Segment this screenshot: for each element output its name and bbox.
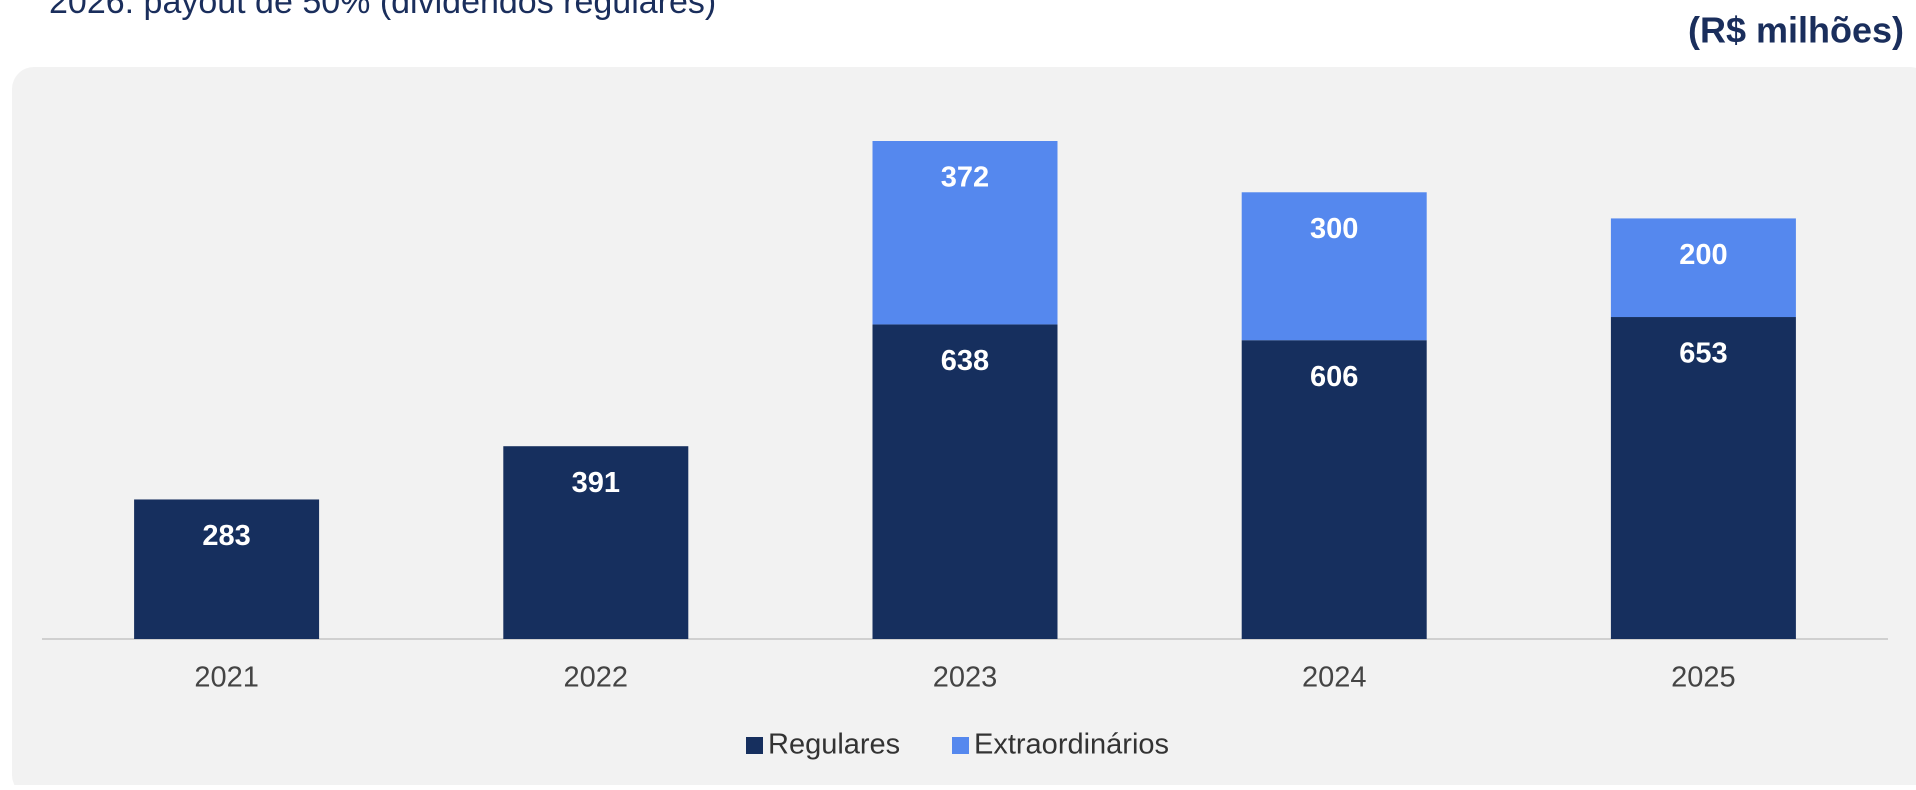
bar-segment [872,324,1058,639]
data-label: 300 [1310,213,1358,245]
unit-label: (R$ milhões) [1688,10,1904,51]
bar-segment [1241,192,1427,341]
x-tick-label: 2024 [1302,662,1367,694]
data-label: 653 [1679,338,1727,370]
legend-label: Extraordinários [974,729,1169,761]
data-label: 638 [941,345,989,377]
x-tick-label: 2021 [194,662,259,694]
bar-segment [872,141,1058,325]
legend-label: Regulares [768,729,900,761]
x-tick-label: 2025 [1671,662,1736,694]
bar-segment [134,499,320,639]
legend-swatch [746,737,763,754]
data-label: 200 [1679,239,1727,271]
data-label: 372 [941,162,989,194]
subtitle: 2026: payout de 50% (dividendos regulare… [49,0,716,21]
bar-segment [1241,340,1427,639]
x-tick-label: 2023 [933,662,998,694]
data-label: 283 [202,520,250,552]
bar-segment [1610,317,1796,639]
data-label: 391 [572,467,620,499]
x-tick-label: 2022 [564,662,629,694]
bar-segment [503,446,689,639]
bar-segment [1610,218,1796,318]
data-label: 606 [1310,361,1358,393]
legend-swatch [952,737,969,754]
